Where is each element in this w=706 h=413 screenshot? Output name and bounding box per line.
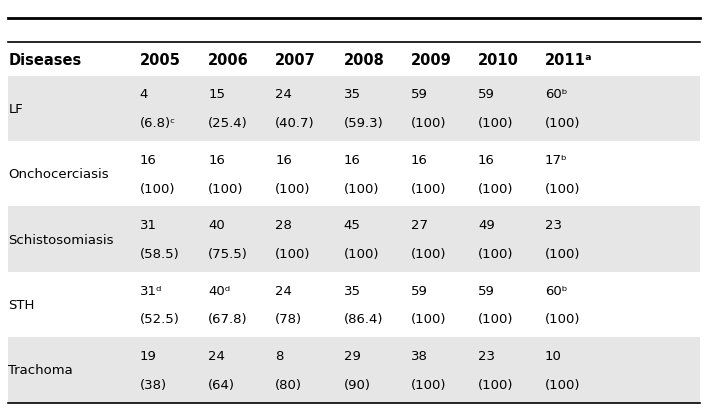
Text: 28: 28 — [275, 219, 292, 232]
Text: 24: 24 — [275, 88, 292, 101]
Text: 59: 59 — [478, 88, 495, 101]
Text: (100): (100) — [140, 182, 175, 195]
Text: 16: 16 — [140, 154, 157, 166]
Text: 16: 16 — [478, 154, 495, 166]
Text: (6.8)ᶜ: (6.8)ᶜ — [140, 117, 176, 130]
Text: (100): (100) — [545, 313, 580, 325]
Text: (58.5): (58.5) — [140, 247, 179, 260]
Text: (100): (100) — [411, 313, 446, 325]
Text: (100): (100) — [411, 378, 446, 391]
Text: 35: 35 — [344, 284, 361, 297]
Text: 2011ᵃ: 2011ᵃ — [545, 52, 592, 67]
Text: 19: 19 — [140, 349, 157, 362]
Text: 59: 59 — [411, 284, 428, 297]
Text: STH: STH — [8, 298, 35, 311]
Text: 17ᵇ: 17ᵇ — [545, 154, 568, 166]
Text: Diseases: Diseases — [8, 52, 82, 67]
Text: 24: 24 — [208, 349, 225, 362]
Text: 2006: 2006 — [208, 52, 249, 67]
Text: (25.4): (25.4) — [208, 117, 248, 130]
Text: 23: 23 — [478, 349, 495, 362]
Text: 59: 59 — [478, 284, 495, 297]
Text: (100): (100) — [478, 313, 513, 325]
Text: 16: 16 — [411, 154, 428, 166]
Text: 29: 29 — [344, 349, 361, 362]
Text: 23: 23 — [545, 219, 562, 232]
Text: 40: 40 — [208, 219, 225, 232]
Text: 10: 10 — [545, 349, 562, 362]
Text: 2008: 2008 — [344, 52, 385, 67]
Text: (52.5): (52.5) — [140, 313, 179, 325]
Text: (100): (100) — [478, 247, 513, 260]
Text: 24: 24 — [275, 284, 292, 297]
Text: (100): (100) — [545, 378, 580, 391]
Text: (64): (64) — [208, 378, 235, 391]
Text: (100): (100) — [411, 182, 446, 195]
Text: (100): (100) — [344, 182, 379, 195]
Text: (100): (100) — [344, 247, 379, 260]
Text: (100): (100) — [208, 182, 244, 195]
Text: (100): (100) — [275, 182, 311, 195]
Text: 2010: 2010 — [478, 52, 519, 67]
Text: (100): (100) — [478, 182, 513, 195]
Text: (38): (38) — [140, 378, 167, 391]
Text: (75.5): (75.5) — [208, 247, 248, 260]
Text: 16: 16 — [275, 154, 292, 166]
Text: 59: 59 — [411, 88, 428, 101]
Text: (67.8): (67.8) — [208, 313, 248, 325]
Text: (100): (100) — [478, 117, 513, 130]
Text: (100): (100) — [411, 117, 446, 130]
Text: 16: 16 — [344, 154, 361, 166]
Text: (100): (100) — [411, 247, 446, 260]
Text: 4: 4 — [140, 88, 148, 101]
Text: 16: 16 — [208, 154, 225, 166]
Text: (86.4): (86.4) — [344, 313, 383, 325]
Text: Trachoma: Trachoma — [8, 363, 73, 377]
Text: (80): (80) — [275, 378, 302, 391]
Text: 60ᵇ: 60ᵇ — [545, 88, 568, 101]
Text: 31ᵈ: 31ᵈ — [140, 284, 162, 297]
Text: (90): (90) — [344, 378, 371, 391]
Text: (40.7): (40.7) — [275, 117, 315, 130]
Text: 45: 45 — [344, 219, 361, 232]
Text: (100): (100) — [545, 117, 580, 130]
Text: 40ᵈ: 40ᵈ — [208, 284, 231, 297]
Text: (59.3): (59.3) — [344, 117, 383, 130]
Text: (100): (100) — [478, 378, 513, 391]
Text: 27: 27 — [411, 219, 428, 232]
Text: 2005: 2005 — [140, 52, 181, 67]
Text: 8: 8 — [275, 349, 284, 362]
Text: 49: 49 — [478, 219, 495, 232]
Text: 2009: 2009 — [411, 52, 452, 67]
Text: (100): (100) — [545, 182, 580, 195]
Text: 38: 38 — [411, 349, 428, 362]
Text: (100): (100) — [545, 247, 580, 260]
Text: (78): (78) — [275, 313, 302, 325]
Text: 31: 31 — [140, 219, 157, 232]
Text: Schistosomiasis: Schistosomiasis — [8, 233, 114, 246]
Text: 60ᵇ: 60ᵇ — [545, 284, 568, 297]
Text: LF: LF — [8, 102, 23, 116]
Text: Onchocerciasis: Onchocerciasis — [8, 168, 109, 181]
Text: (100): (100) — [275, 247, 311, 260]
Text: 15: 15 — [208, 88, 225, 101]
Text: 2007: 2007 — [275, 52, 316, 67]
Text: 35: 35 — [344, 88, 361, 101]
